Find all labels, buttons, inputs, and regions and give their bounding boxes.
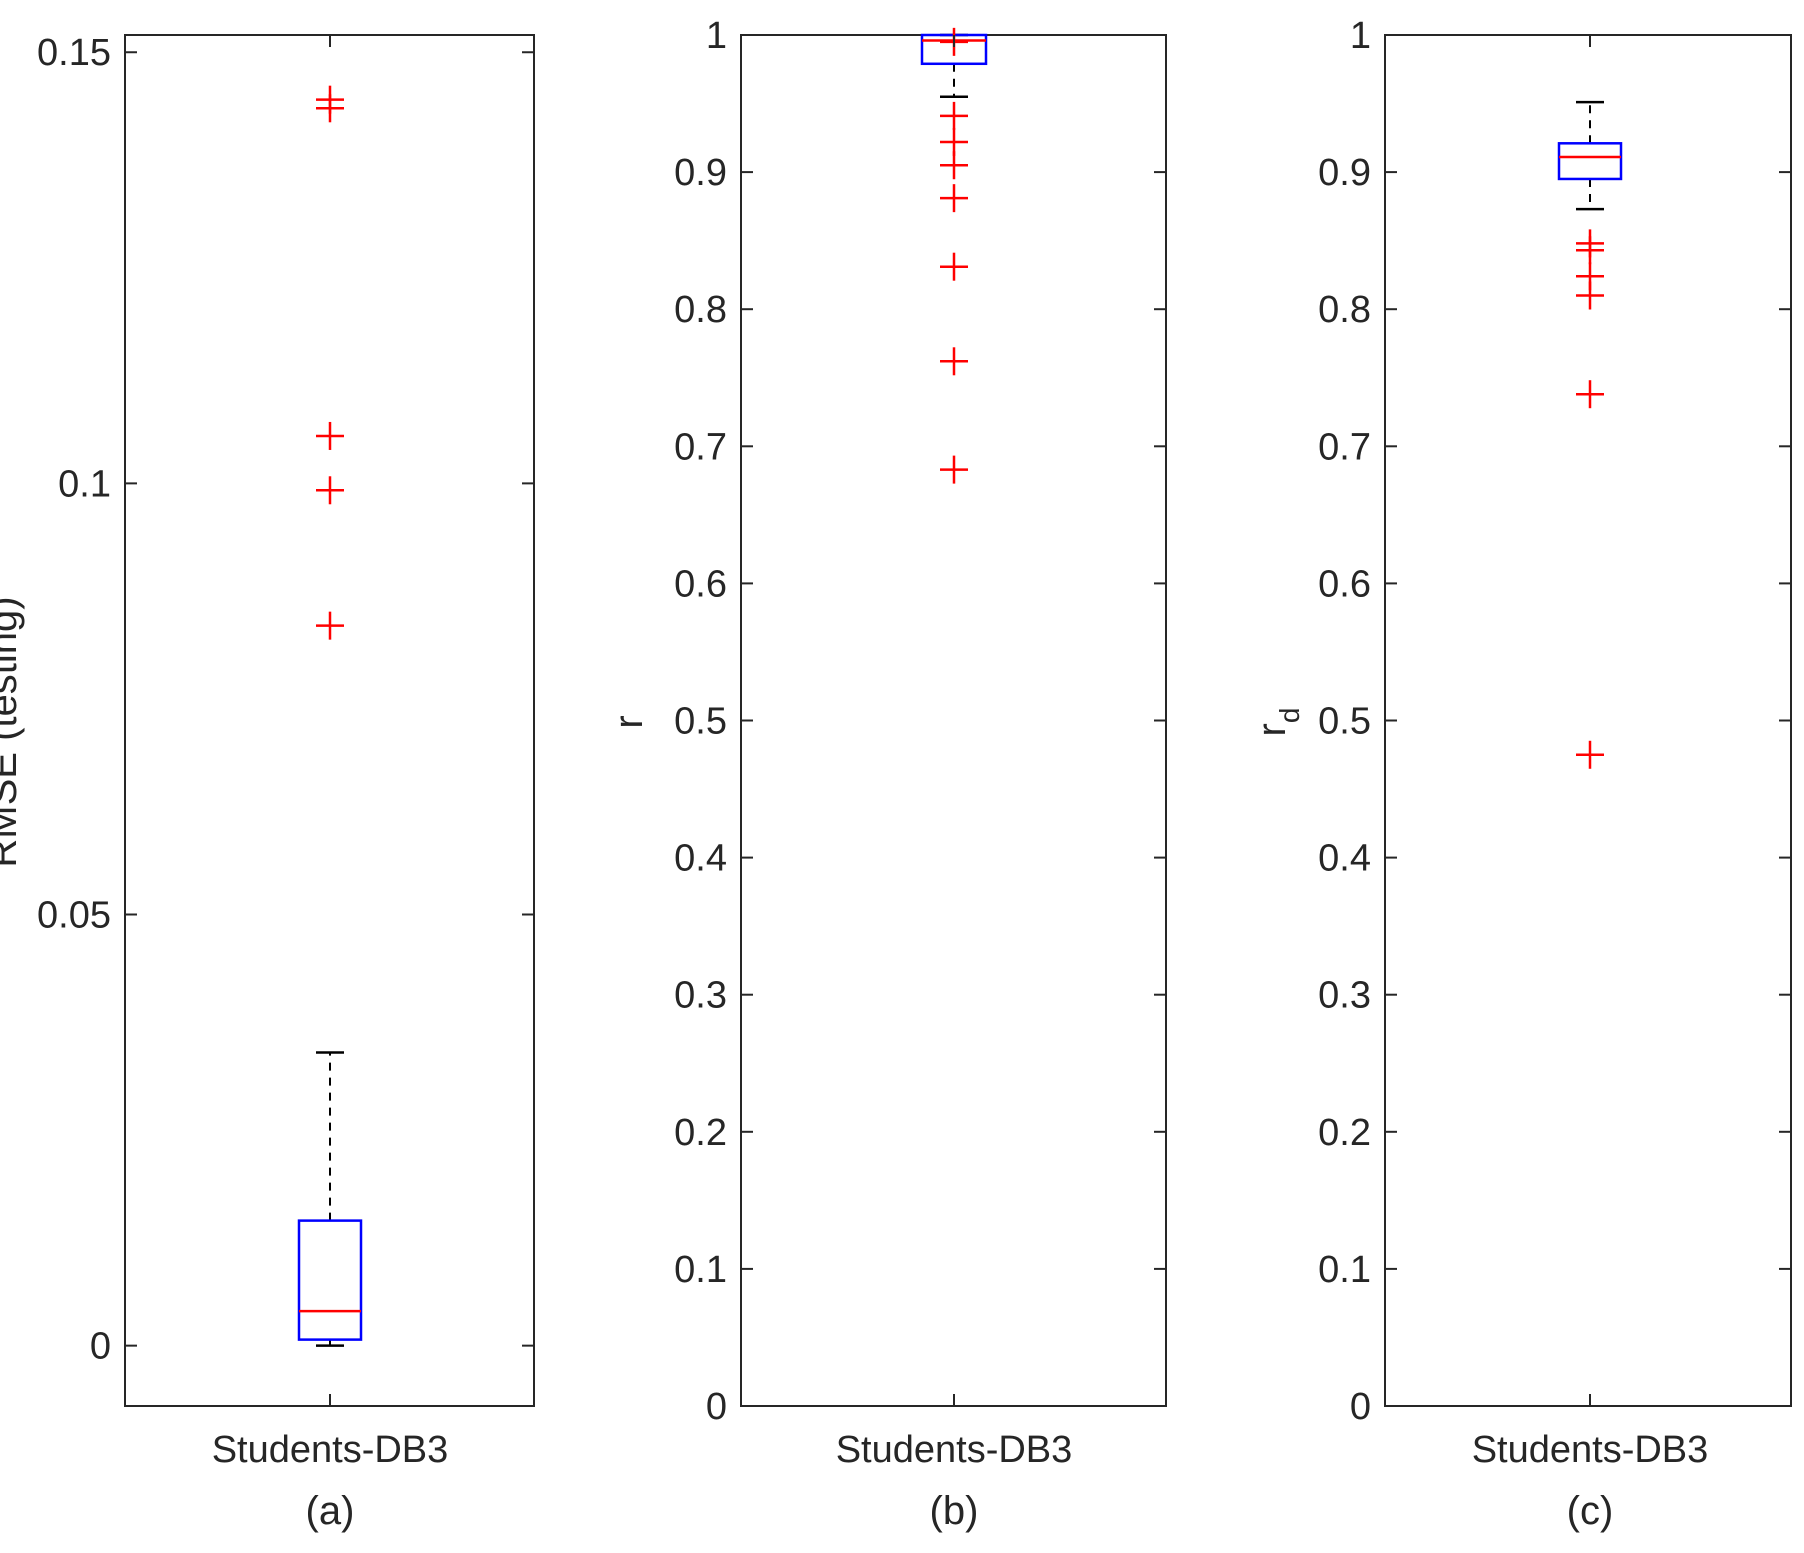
axes-frame <box>740 34 1167 1407</box>
y-axis-label: rd <box>1250 708 1305 737</box>
outlier-marker <box>316 421 344 450</box>
y-tick-label: 0.2 <box>1318 1112 1371 1154</box>
outlier-marker <box>1576 380 1604 409</box>
y-tick-label: 0.1 <box>674 1249 727 1291</box>
x-category-label: Students-DB3 <box>1472 1429 1709 1471</box>
y-tick-label: 0.7 <box>674 426 727 468</box>
panel-label: (b) <box>930 1489 979 1533</box>
y-axis-label-subscript: d <box>1274 708 1305 724</box>
outlier-marker <box>1576 262 1604 291</box>
y-tick-label: 0.8 <box>1318 289 1371 331</box>
outlier-marker <box>316 611 344 640</box>
outlier-marker <box>1576 740 1604 769</box>
y-tick-label: 0 <box>1350 1386 1371 1428</box>
outlier-marker <box>1576 229 1604 258</box>
y-tick-label: 1 <box>706 15 727 57</box>
y-tick-label: 0.2 <box>674 1112 727 1154</box>
y-tick-label: 0.9 <box>674 152 727 194</box>
y-tick-label: 0.05 <box>37 895 111 937</box>
outlier-marker <box>940 347 968 376</box>
y-tick-label: 1 <box>1350 15 1371 57</box>
x-category-label: Students-DB3 <box>836 1429 1073 1471</box>
y-axis-label: RMSE (testing) <box>0 596 25 867</box>
outlier-marker <box>940 127 968 156</box>
y-axis-label: r <box>607 715 651 728</box>
panel-label: (a) <box>306 1489 355 1533</box>
panel-label: (c) <box>1567 1489 1614 1533</box>
y-axis-label-main: r <box>1250 723 1294 736</box>
box <box>297 1219 363 1341</box>
outlier-marker <box>940 184 968 213</box>
axes-frame <box>1384 34 1792 1407</box>
panel-c: 0 0.1 0.2 0.3 0.4 0.5 0.6 0.7 0.8 0.9 1 Students-D… <box>1250 15 1792 1533</box>
x-category-label: Students-DB3 <box>212 1429 449 1471</box>
outlier-marker <box>940 252 968 281</box>
y-tick-label: 0.3 <box>1318 975 1371 1017</box>
y-tick-label: 0 <box>90 1326 111 1368</box>
y-tick-label: 0.15 <box>37 32 111 74</box>
outlier-marker <box>316 85 344 114</box>
y-tick-label: 0.9 <box>1318 152 1371 194</box>
y-tick-label: 0.4 <box>674 838 727 880</box>
y-tick-label: 0.5 <box>674 701 727 743</box>
y-tick-label: 0.7 <box>1318 426 1371 468</box>
y-tick-label: 0.1 <box>58 463 111 505</box>
y-tick-label: 0.3 <box>674 975 727 1017</box>
panel-b: 0 0.1 0.2 0.3 0.4 0.5 0.6 0.7 0.8 0.9 1 Students-D… <box>607 15 1167 1533</box>
box <box>1557 142 1623 181</box>
y-tick-label: 0.4 <box>1318 838 1371 880</box>
y-tick-label: 0.1 <box>1318 1249 1371 1291</box>
outlier-marker <box>940 455 968 484</box>
y-tick-label: 0 <box>706 1386 727 1428</box>
y-tick-label: 0.6 <box>1318 563 1371 605</box>
y-tick-label: 0.5 <box>1318 701 1371 743</box>
panel-a: 0 0.05 0.1 0.15 Students-DB3 (a) RMSE (test… <box>0 32 535 1533</box>
outlier-marker <box>316 476 344 505</box>
y-tick-label: 0.6 <box>674 563 727 605</box>
y-tick-label: 0.8 <box>674 289 727 331</box>
outlier-marker <box>940 101 968 130</box>
